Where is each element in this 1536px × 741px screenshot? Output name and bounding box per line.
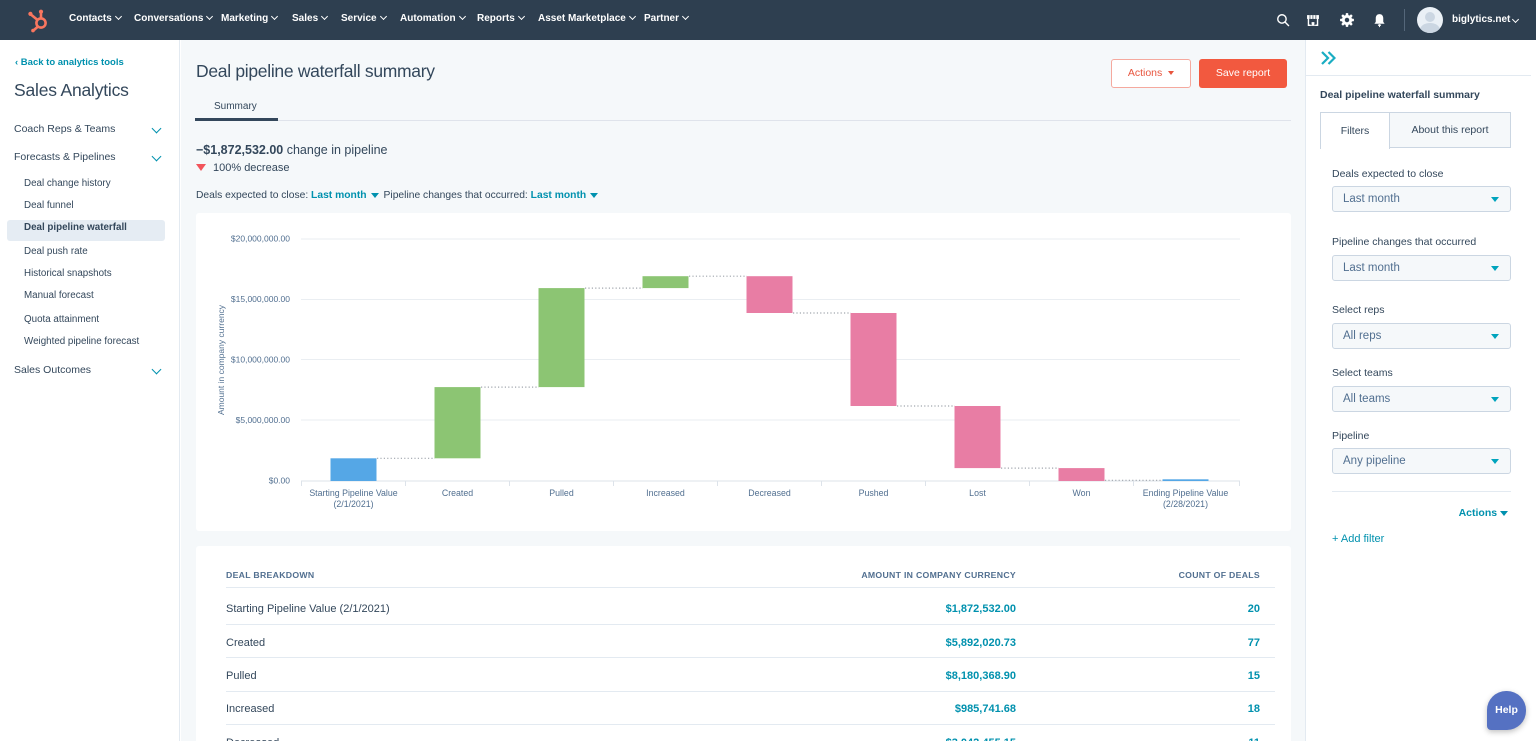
svg-text:Ending Pipeline Value: Ending Pipeline Value — [1143, 488, 1229, 498]
svg-text:Pulled: Pulled — [549, 488, 574, 498]
svg-text:$20,000,000.00: $20,000,000.00 — [231, 234, 290, 244]
svg-text:$0.00: $0.00 — [269, 476, 291, 486]
svg-text:Amount in company currency: Amount in company currency — [216, 304, 226, 415]
svg-text:$10,000,000.00: $10,000,000.00 — [231, 355, 290, 365]
svg-text:Won: Won — [1073, 488, 1091, 498]
svg-text:Starting Pipeline Value: Starting Pipeline Value — [309, 488, 397, 498]
svg-text:Pushed: Pushed — [859, 488, 889, 498]
svg-text:Decreased: Decreased — [748, 488, 791, 498]
svg-text:$15,000,000.00: $15,000,000.00 — [231, 294, 290, 304]
svg-text:Lost: Lost — [969, 488, 986, 498]
svg-text:$5,000,000.00: $5,000,000.00 — [236, 415, 291, 425]
svg-text:(2/1/2021): (2/1/2021) — [333, 499, 373, 509]
svg-text:(2/28/2021): (2/28/2021) — [1163, 499, 1208, 509]
svg-text:Created: Created — [442, 488, 473, 498]
svg-text:Increased: Increased — [646, 488, 685, 498]
